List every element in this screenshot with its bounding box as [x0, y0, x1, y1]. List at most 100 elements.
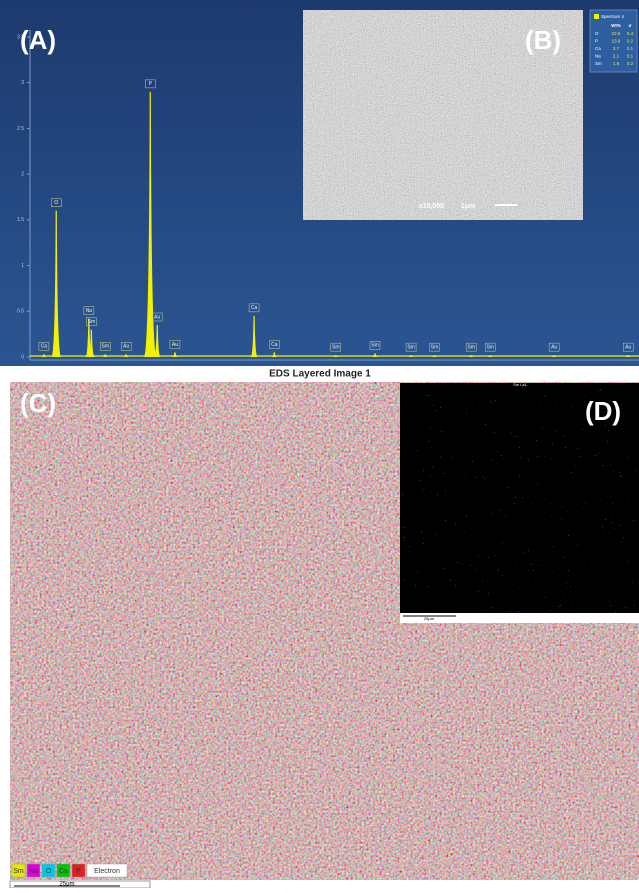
- map-scale-box: [9, 880, 151, 889]
- peak-label: Ca: [271, 342, 278, 348]
- legend-swatch: [71, 863, 86, 878]
- composition-cell: 3.7: [613, 46, 620, 51]
- peak-label: Ca: [251, 305, 258, 311]
- legend-label: Sm: [13, 868, 24, 875]
- y-tick-label: 2: [21, 171, 24, 177]
- peak-label: Sm: [332, 344, 340, 350]
- composition-cell: 0.2: [627, 61, 634, 66]
- peak-label-box: [86, 317, 97, 326]
- legend-swatch: [86, 863, 128, 878]
- composition-cell: Na: [595, 54, 601, 59]
- composition-cell: O: [595, 31, 599, 36]
- peak: [551, 355, 558, 357]
- composition-cell: 13.8: [612, 39, 621, 44]
- y-tick-label: 3.5: [17, 34, 24, 40]
- peak-label-box: [100, 342, 111, 351]
- spectrum-swatch: [594, 14, 599, 19]
- composition-cell: 0.1: [627, 54, 634, 59]
- composition-cell: 1.9: [613, 61, 620, 66]
- peak: [271, 352, 278, 357]
- peak-label: Au: [551, 344, 557, 350]
- peak-label-box: [330, 342, 341, 352]
- composition-header: Wt%: [611, 23, 621, 28]
- composition-cell: 0.4: [627, 31, 634, 36]
- composition-cell: 0.2: [627, 39, 634, 44]
- peak-label: Sm: [431, 344, 439, 350]
- y-tick-label: 0.5: [17, 309, 24, 315]
- peak-label-box: [120, 342, 132, 351]
- peak: [371, 353, 379, 357]
- composition-cell: 2.1: [613, 54, 620, 59]
- peak-label: Ca: [41, 344, 48, 350]
- map-legend: Sm Na O Ca P Electron: [11, 863, 128, 878]
- peak: [408, 355, 415, 357]
- composition-box: [589, 9, 638, 73]
- legend-label: O: [46, 868, 52, 875]
- peak: [332, 355, 339, 357]
- legend-label: Electron: [94, 868, 120, 875]
- sem-scale-label: 1μm: [461, 203, 475, 210]
- peak: [51, 210, 62, 357]
- legend-swatch: [56, 863, 71, 878]
- peak: [85, 318, 93, 357]
- peak-label-box: [83, 306, 95, 315]
- sem-image: [303, 10, 583, 220]
- peak-label: O: [54, 200, 58, 206]
- composition-cell: 0.1: [627, 46, 634, 51]
- peak: [143, 91, 157, 357]
- peak-label: Sm: [88, 319, 96, 325]
- composition-cell: Ca: [595, 46, 601, 51]
- panel-label: (C): [20, 388, 56, 418]
- sm-map-footer: [400, 613, 639, 623]
- map-scale-label: 25μm: [59, 882, 74, 888]
- peak-label: Sm: [102, 344, 110, 350]
- peak-label-box: [405, 342, 417, 352]
- legend-swatch: [41, 863, 56, 878]
- peak-label: P: [149, 81, 153, 87]
- peak-label: Sm: [371, 343, 379, 349]
- legend-swatch: [11, 863, 26, 878]
- peak-label-box: [548, 342, 560, 352]
- peak-label-box: [269, 340, 280, 349]
- sm-map: [400, 389, 639, 613]
- peak-label-box: [248, 303, 260, 313]
- peak-label: Sm: [486, 344, 494, 350]
- peak-label: Au: [172, 342, 178, 348]
- sm-scale-label: 25μm: [424, 616, 435, 621]
- peak-label: Na: [86, 308, 93, 314]
- peak-label-box: [429, 342, 440, 352]
- y-tick-label: 3: [21, 80, 24, 86]
- peak: [250, 315, 258, 357]
- peak: [123, 354, 130, 357]
- composition-cell: Sm: [595, 61, 602, 66]
- peak-label: Sm: [407, 344, 415, 350]
- peak-label-box: [169, 340, 181, 349]
- peak: [153, 325, 161, 357]
- y-tick-label: 1.5: [17, 217, 24, 223]
- peak-label: Sm: [467, 344, 475, 350]
- composition-table: Spectrum 4 Wt% σ O 22.6 0.4 P 13.8 0.2 Ca 3.7 0.1 Na…: [595, 14, 634, 66]
- composition-title: Spectrum 4: [601, 14, 625, 19]
- sem-scale-bar: [495, 204, 517, 206]
- y-tick-label: 0: [21, 354, 24, 360]
- peak-label-box: [151, 312, 163, 322]
- peak: [102, 354, 109, 357]
- peak-label: Au: [625, 344, 631, 350]
- peak-label: Au: [154, 314, 160, 320]
- composition-header: σ: [628, 23, 631, 28]
- peak: [468, 355, 475, 357]
- legend-label: Ca: [59, 868, 68, 875]
- peak: [88, 329, 95, 357]
- panel-label: (D): [585, 396, 621, 426]
- peak: [171, 352, 179, 357]
- peak: [625, 355, 632, 357]
- panel-label: (A): [20, 25, 56, 55]
- sem-magnification: x10,000: [419, 203, 444, 210]
- y-tick-label: 2.5: [17, 126, 24, 132]
- y-tick-label: 1: [21, 263, 24, 269]
- peak: [40, 354, 47, 357]
- peak-label-box: [50, 198, 62, 207]
- peak-label-box: [145, 79, 156, 89]
- peak: [487, 355, 494, 357]
